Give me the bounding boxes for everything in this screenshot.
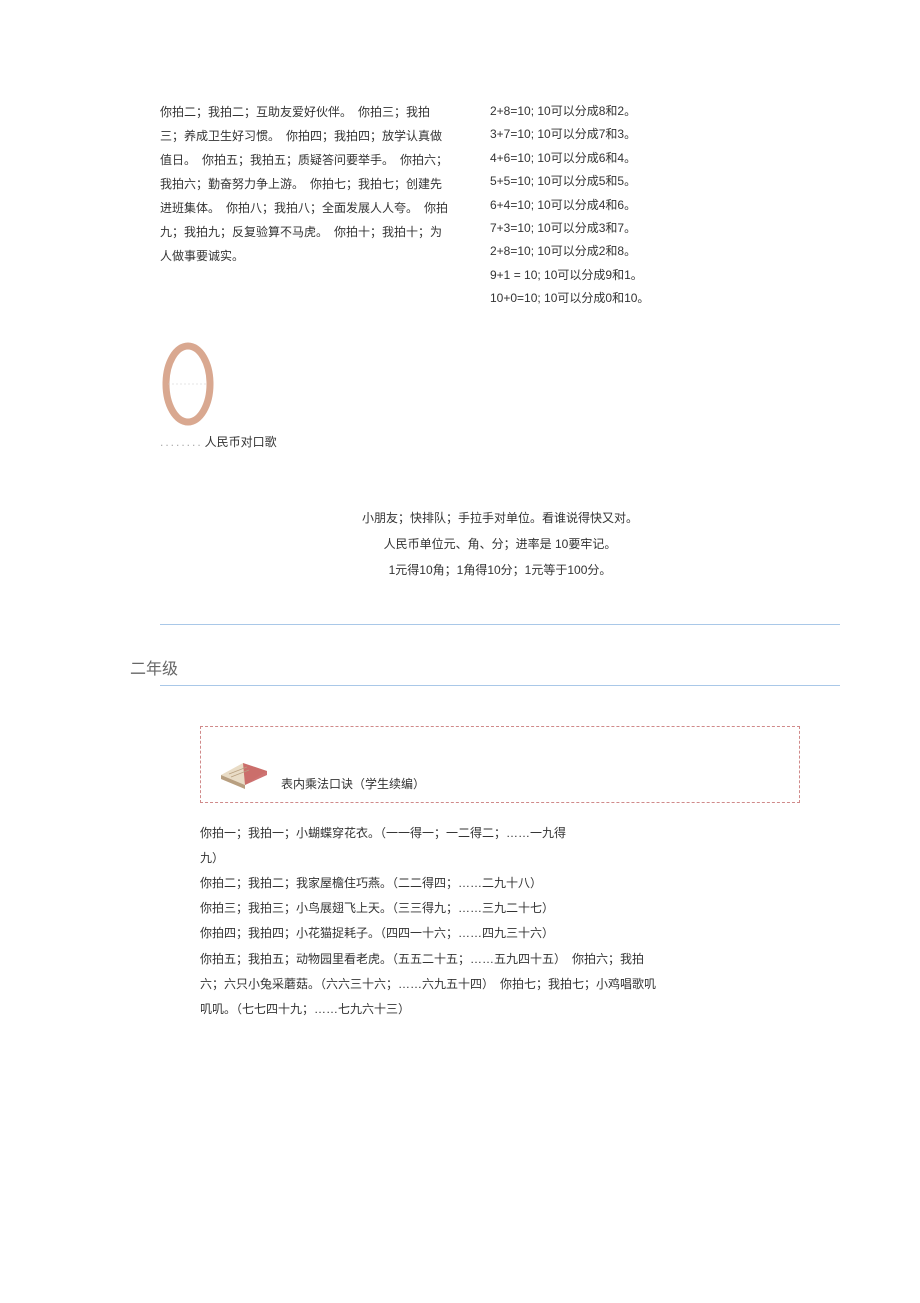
rhyme-line: 你拍五；我拍五；动物园里看老虎。（五五二十五；……五九四十五） 你拍六；我拍 [200,947,800,972]
center-line: 小朋友；快排队；手拉手对单位。看谁说得快又对。 [160,505,840,531]
rhyme-line: 六；六只小兔采蘑菇。（六六三十六；……六九五十四） 你拍七；我拍七；小鸡唱歌叽 [200,972,800,997]
section-divider [160,685,840,686]
multiplication-box-title: 表内乘法口诀（学生续编） [281,775,425,794]
grade-heading: 二年级 [130,655,840,679]
equation-line: 9+1 = 10; 10可以分成9和1。 [490,264,710,287]
center-line: 1元得10角；1角得10分；1元等于100分。 [160,557,840,583]
equation-line: 7+3=10; 10可以分成3和7。 [490,217,710,240]
rhyme-line: 叽叽。（七七四十九；……七九六十三） [200,997,800,1022]
box-inner: 表内乘法口诀（学生续编） [213,739,787,794]
equation-line: 2+8=10; 10可以分成8和2。 [490,100,710,123]
equation-line: 3+7=10; 10可以分成7和3。 [490,123,710,146]
rmb-song-title: 人民币对口歌 [205,435,277,449]
leading-dots: ........ [160,435,203,449]
rhyme-line: 你拍四；我拍四；小花猫捉耗子。（四四一十六；……四九三十六） [200,921,800,946]
rmb-song-body: 小朋友；快排队；手拉手对单位。看谁说得快又对。 人民币单位元、角、分；进率是 1… [160,505,840,584]
rhyme-paragraph-left: 你拍二；我拍二；互助友爱好伙伴。 你拍三；我拍三；养成卫生好习惯。 你拍四；我拍… [160,100,450,311]
equation-line: 6+4=10; 10可以分成4和6。 [490,194,710,217]
rhyme-line: 九） [200,846,800,871]
equation-line: 4+6=10; 10可以分成6和4。 [490,147,710,170]
book-icon [213,739,275,794]
multiplication-table-box: 表内乘法口诀（学生续编） [200,726,800,803]
book-cover [243,763,267,785]
rhyme-line: 你拍一；我拍一；小蝴蝶穿花衣。（一一得一；一二得二；……一九得 [200,821,800,846]
section-divider [160,624,840,625]
zero-shape-icon [160,341,840,427]
rhyme-line: 你拍二；我拍二；我家屋檐住巧燕。（二二得四；……二九十八） [200,871,800,896]
equation-line: 2+8=10; 10可以分成2和8。 [490,240,710,263]
document-page: 你拍二；我拍二；互助友爱好伙伴。 你拍三；我拍三；养成卫生好习惯。 你拍四；我拍… [0,0,920,1062]
center-line: 人民币单位元、角、分；进率是 10要牢记。 [160,531,840,557]
two-column-section: 你拍二；我拍二；互助友爱好伙伴。 你拍三；我拍三；养成卫生好习惯。 你拍四；我拍… [160,100,840,311]
multiplication-rhyme: 你拍一；我拍一；小蝴蝶穿花衣。（一一得一；一二得二；……一九得 九） 你拍二；我… [200,821,800,1023]
rhyme-line: 你拍三；我拍三；小鸟展翅飞上天。（三三得九；……三九二十七） [200,896,800,921]
rmb-song-label: ........人民币对口歌 [160,433,840,450]
equation-line: 10+0=10; 10可以分成0和10。 [490,287,710,310]
equation-line: 5+5=10; 10可以分成5和5。 [490,170,710,193]
equations-column: 2+8=10; 10可以分成8和2。 3+7=10; 10可以分成7和3。 4+… [490,100,710,311]
